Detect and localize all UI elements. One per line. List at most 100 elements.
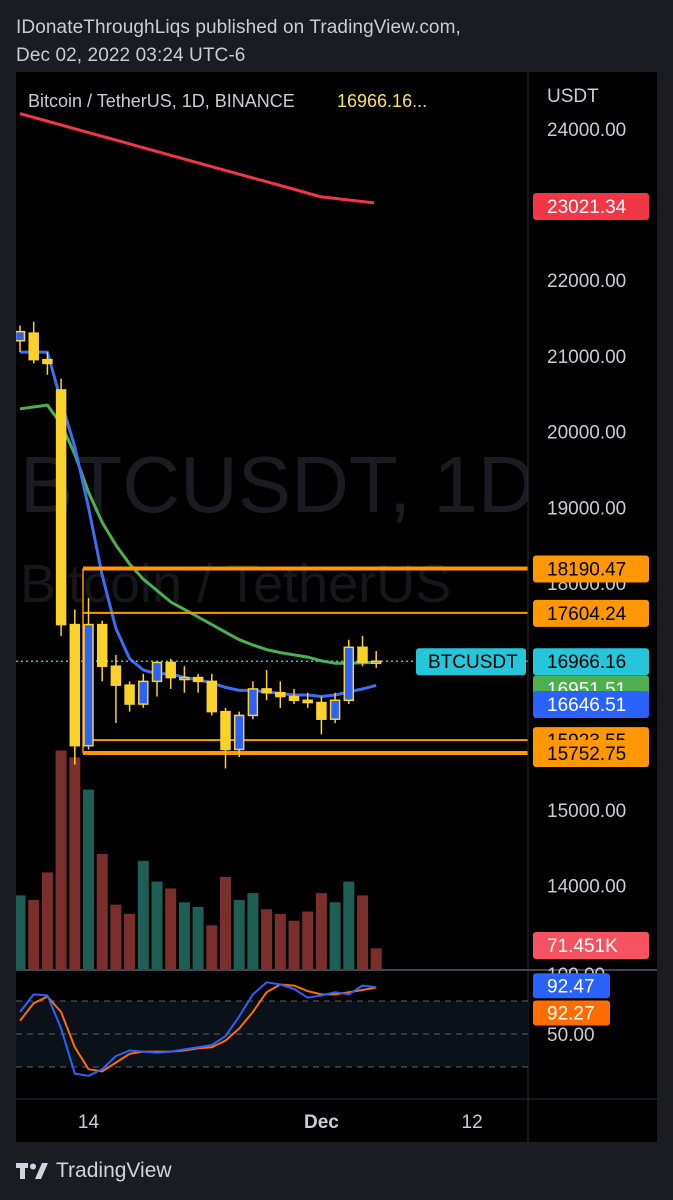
volume-bar	[261, 909, 273, 969]
candle-body	[233, 714, 245, 751]
volume-bar	[110, 904, 122, 969]
volume-bar	[274, 913, 286, 969]
legend-symbol: Bitcoin / TetherUS, 1D, BINANCE	[28, 91, 295, 111]
symbol-tag-label: BTCUSDT	[428, 652, 518, 673]
candle-body	[179, 676, 190, 681]
candle-body	[69, 623, 81, 747]
candle-body	[206, 680, 218, 713]
chart-frame[interactable]: BTCUSDT, 1D Bitcoin / TetherUS 24000.00 220…	[16, 72, 657, 1142]
volume-bar	[83, 789, 94, 969]
stoch-k-tag	[533, 973, 610, 999]
volume-tag-label: 71.451K	[547, 936, 618, 957]
level-price-label: 15752.75	[547, 744, 626, 765]
y-tick-label: 15000.00	[547, 801, 626, 822]
price-tag-label: 16646.51	[547, 695, 626, 716]
volume-bar	[41, 872, 53, 969]
candlestick-chart[interactable]: BTCUSDT, 1D Bitcoin / TetherUS 24000.00 220…	[16, 72, 657, 1142]
level-price-tag	[533, 599, 649, 627]
volume-bar	[28, 900, 40, 969]
candle-body	[192, 676, 204, 683]
candle-body	[124, 684, 135, 705]
y-tick-label: 19000.00	[547, 498, 626, 519]
moving-average-blue	[20, 350, 377, 698]
candle-body	[16, 330, 26, 342]
candle-body	[329, 699, 341, 720]
stoch-d-tag	[533, 1000, 610, 1026]
legend-last-price: 16966.16...	[337, 91, 427, 111]
candle-body	[302, 699, 313, 704]
volume-bar	[178, 902, 190, 969]
level-price-tag	[533, 555, 649, 583]
candle-body	[110, 665, 122, 686]
candle-body	[261, 688, 272, 694]
publish-line-author: IDonateThroughLiqs published on TradingV…	[16, 17, 461, 38]
candle-body	[343, 646, 355, 702]
volume-bar	[192, 906, 204, 969]
candle-body	[316, 701, 327, 720]
x-tick-label: 14	[78, 1112, 100, 1133]
watermark-line1: BTCUSDT, 1D	[20, 440, 536, 529]
volume-bar	[220, 877, 231, 969]
volume-bar	[315, 893, 327, 969]
publish-header: IDonateThroughLiqs published on TradingV…	[16, 14, 461, 70]
candle-body	[275, 691, 286, 698]
stoch-d-label: 92.27	[547, 1004, 595, 1025]
x-tick-label: 12	[462, 1112, 483, 1133]
candle-body	[55, 389, 67, 626]
moving-average-green	[19, 403, 377, 665]
volume-bar	[288, 920, 300, 969]
level-price-label: 17604.24	[547, 604, 627, 625]
volume-bar	[357, 895, 368, 969]
y-tick-label: 21000.00	[547, 347, 626, 368]
volume-bar	[151, 881, 163, 969]
volume-bar	[302, 911, 314, 969]
volume-bar	[55, 750, 67, 969]
volume-bar	[233, 900, 245, 969]
price-tag	[533, 648, 649, 676]
stoch-k-line	[19, 981, 377, 1077]
candle-body	[96, 623, 108, 667]
currency-label: USDT	[547, 86, 599, 107]
tradingview-logo-icon	[16, 1162, 48, 1180]
candle-body	[247, 688, 259, 717]
stoch-d-line	[19, 983, 377, 1073]
footer: TradingView	[16, 1156, 172, 1186]
moving-average-red	[19, 112, 375, 205]
volume-bar	[124, 913, 136, 969]
footer-brand: TradingView	[56, 1159, 172, 1182]
candle-body	[151, 661, 163, 683]
y-tick-label: 22000.00	[547, 271, 626, 292]
stoch-k-label: 92.47	[547, 976, 595, 997]
y-tick-label: 14000.00	[547, 877, 626, 898]
candle-body	[138, 680, 149, 705]
x-tick-label: Dec	[304, 1112, 339, 1133]
y-tick-label: 24000.00	[547, 120, 626, 141]
volume-bar	[329, 902, 341, 969]
candle-body	[357, 646, 368, 664]
candle-body	[370, 660, 382, 664]
volume-bar	[16, 895, 26, 969]
volume-bar	[247, 893, 259, 969]
candle-body	[83, 623, 94, 747]
level-price-label: 18190.47	[547, 560, 626, 581]
volume-bar	[370, 948, 382, 969]
symbol-tag	[416, 648, 526, 676]
level-price-tag	[533, 740, 649, 768]
volume-bar	[165, 888, 177, 969]
watermark-line2: Bitcoin / TetherUS	[20, 554, 451, 614]
candle-body	[165, 661, 176, 679]
stoch-tick-label: 50.00	[547, 1025, 595, 1046]
candle-body	[288, 695, 300, 702]
price-tag	[533, 193, 649, 220]
publish-line-date: Dec 02, 2022 03:24 UTC-6	[16, 45, 246, 66]
volume-bar	[137, 860, 149, 969]
candle-body	[28, 332, 39, 361]
volume-tag	[533, 932, 649, 959]
volume-bar	[96, 854, 108, 969]
price-tag	[533, 691, 649, 718]
volume-bar	[206, 925, 218, 969]
volume-bar	[343, 881, 355, 969]
y-tick-label: 20000.00	[547, 423, 626, 444]
price-tag-label: 23021.34	[547, 197, 627, 218]
volume-bar	[69, 757, 81, 969]
